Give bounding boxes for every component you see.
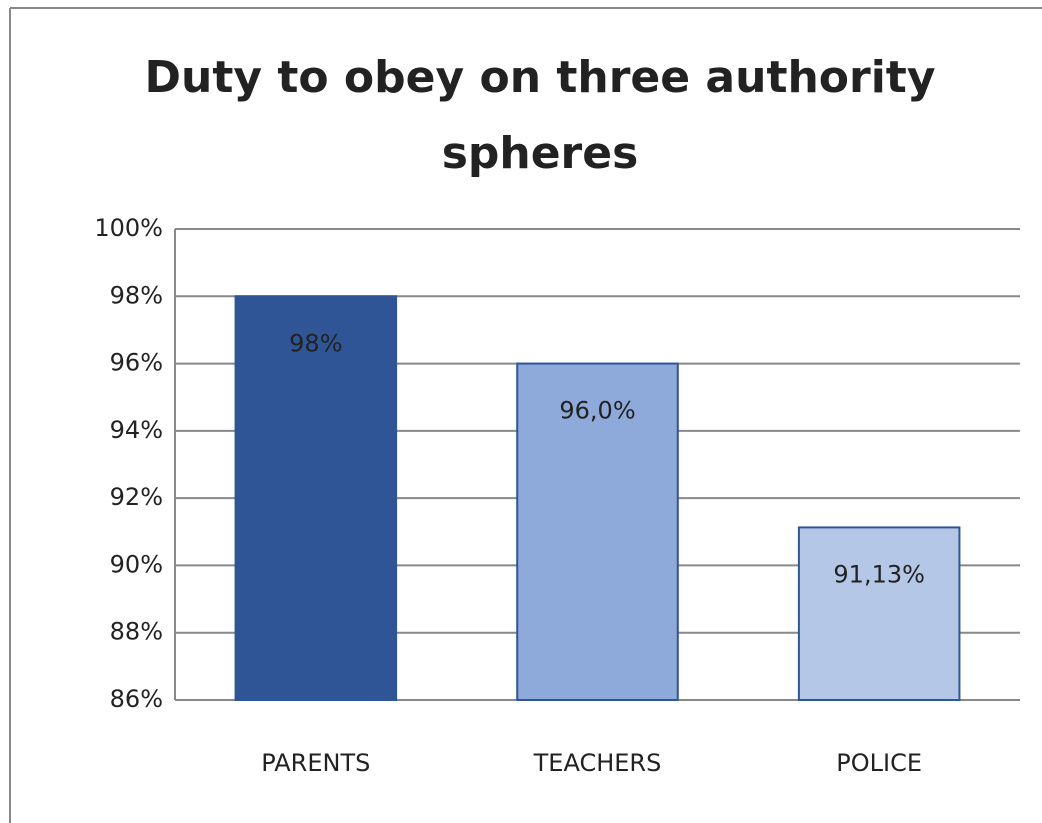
bar [516, 362, 679, 701]
y-tick-label: 96% [110, 349, 163, 377]
y-tick-label: 98% [110, 281, 163, 309]
data-label: 96,0% [559, 397, 635, 425]
bar [234, 295, 398, 701]
chart-title: Duty to obey on three authority spheres [144, 52, 936, 179]
y-tick-label: 88% [110, 618, 163, 646]
x-tick-label: TEACHERS [533, 749, 662, 777]
data-label: 98% [289, 329, 342, 357]
y-tick-label: 94% [110, 416, 163, 444]
y-tick-label: 90% [110, 550, 163, 578]
y-tick-label: 86% [110, 685, 163, 713]
data-label: 91,13% [833, 560, 925, 588]
x-tick-label: PARENTS [261, 749, 370, 777]
bar [797, 526, 961, 702]
y-tick-label: 100% [94, 214, 163, 242]
y-tick-label: 92% [110, 483, 163, 511]
x-tick-label: POLICE [836, 749, 922, 777]
